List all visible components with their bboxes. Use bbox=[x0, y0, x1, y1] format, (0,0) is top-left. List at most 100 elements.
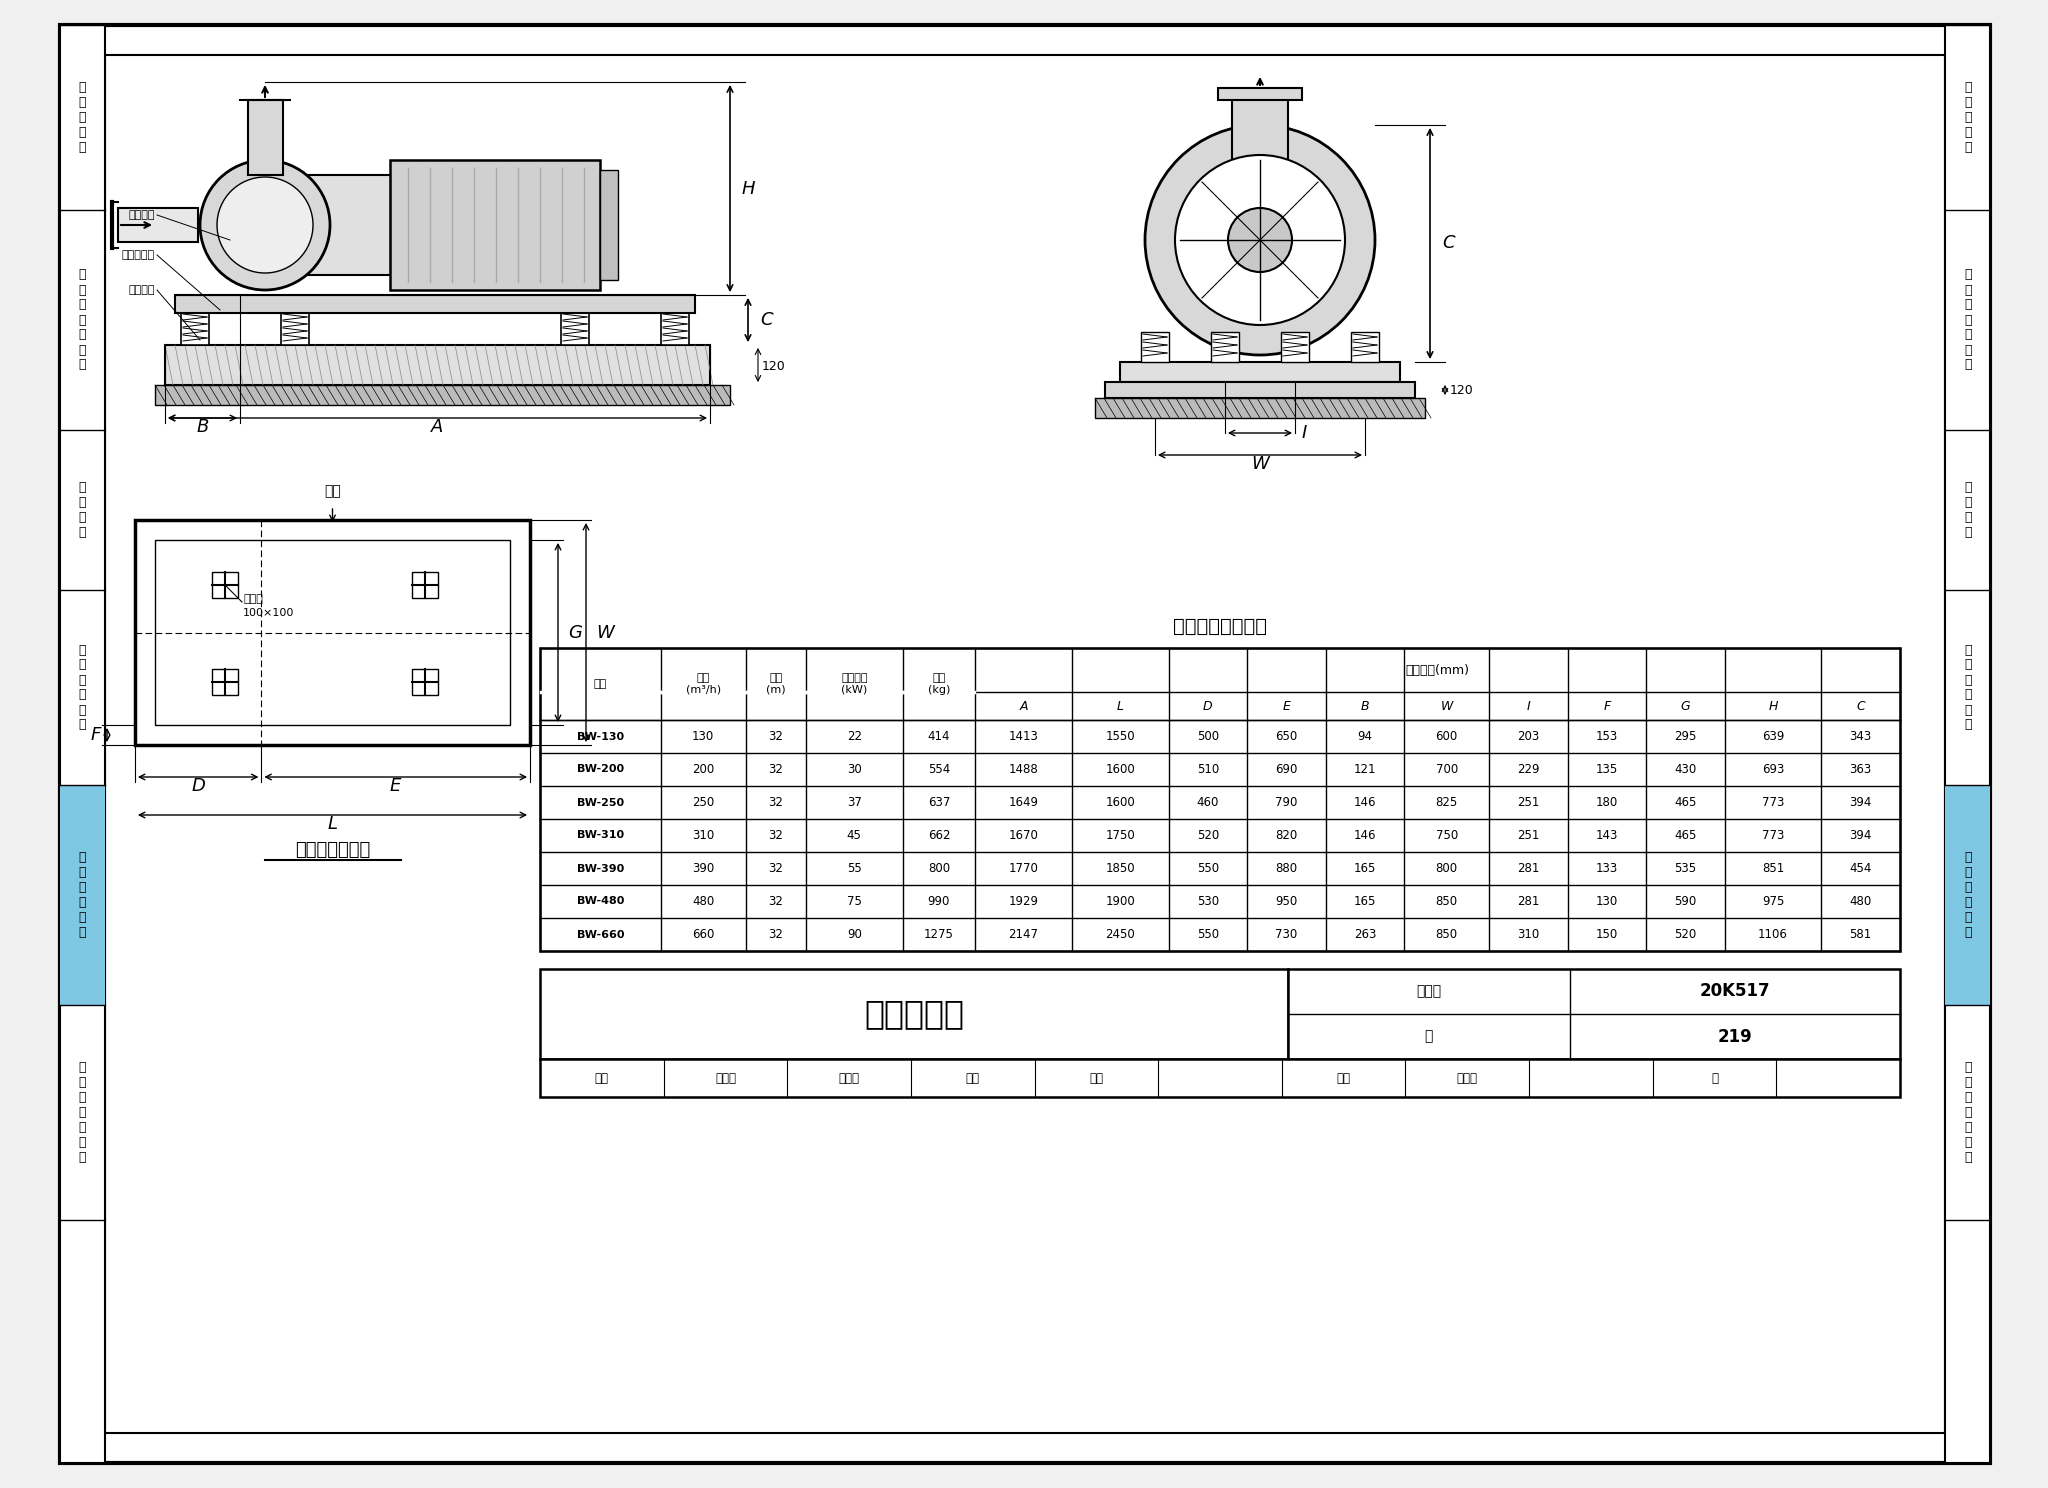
Text: I: I bbox=[1303, 424, 1307, 442]
Text: 1929: 1929 bbox=[1008, 894, 1038, 908]
Text: 430: 430 bbox=[1675, 763, 1696, 777]
Text: 975: 975 bbox=[1761, 894, 1784, 908]
Text: 100×100: 100×100 bbox=[244, 609, 295, 618]
Text: 水
泵
与
冷
却
塔: 水 泵 与 冷 却 塔 bbox=[1964, 851, 1972, 939]
Text: 690: 690 bbox=[1276, 763, 1298, 777]
Text: 990: 990 bbox=[928, 894, 950, 908]
Text: 1275: 1275 bbox=[924, 929, 954, 940]
Text: 394: 394 bbox=[1849, 829, 1872, 842]
Bar bbox=[213, 670, 238, 695]
Text: 581: 581 bbox=[1849, 929, 1872, 940]
Text: 480: 480 bbox=[692, 894, 715, 908]
Text: 660: 660 bbox=[692, 929, 715, 940]
Text: 施
工
安
装
与
调
试: 施 工 安 装 与 调 试 bbox=[1964, 1061, 1972, 1164]
Text: F: F bbox=[90, 726, 100, 744]
Text: 219: 219 bbox=[1718, 1028, 1753, 1046]
Circle shape bbox=[1176, 155, 1346, 324]
Text: C: C bbox=[1855, 699, 1866, 713]
Text: 820: 820 bbox=[1276, 829, 1298, 842]
Text: 590: 590 bbox=[1675, 894, 1696, 908]
Text: 203: 203 bbox=[1518, 731, 1540, 743]
Text: 45: 45 bbox=[848, 829, 862, 842]
Text: 773: 773 bbox=[1761, 796, 1784, 809]
Bar bbox=[541, 969, 1288, 1059]
Text: 120: 120 bbox=[1450, 384, 1475, 396]
Bar bbox=[1096, 397, 1425, 418]
Text: 825: 825 bbox=[1436, 796, 1458, 809]
Text: BW-390: BW-390 bbox=[578, 863, 625, 873]
Bar bbox=[180, 310, 209, 345]
Text: 预留孔: 预留孔 bbox=[244, 594, 262, 604]
Text: 性能参数及尺寸表: 性能参数及尺寸表 bbox=[1174, 616, 1268, 635]
Text: 281: 281 bbox=[1518, 862, 1540, 875]
Text: 90: 90 bbox=[848, 929, 862, 940]
Text: 1649: 1649 bbox=[1008, 796, 1038, 809]
Text: 146: 146 bbox=[1354, 796, 1376, 809]
Bar bbox=[156, 540, 510, 725]
Bar bbox=[412, 571, 438, 598]
Text: 800: 800 bbox=[1436, 862, 1458, 875]
Bar bbox=[1120, 362, 1401, 382]
Text: 135: 135 bbox=[1595, 763, 1618, 777]
Bar bbox=[1210, 332, 1239, 362]
Text: W: W bbox=[1251, 455, 1270, 473]
Text: A: A bbox=[1020, 699, 1028, 713]
Text: L: L bbox=[328, 815, 338, 833]
Text: 693: 693 bbox=[1761, 763, 1784, 777]
Bar bbox=[1280, 332, 1309, 362]
Text: 460: 460 bbox=[1196, 796, 1219, 809]
Text: 500: 500 bbox=[1196, 731, 1219, 743]
Bar bbox=[166, 345, 711, 385]
Bar bbox=[561, 310, 590, 345]
Circle shape bbox=[201, 161, 330, 290]
Text: 32: 32 bbox=[768, 763, 782, 777]
Bar bbox=[1106, 382, 1415, 397]
Bar bbox=[1946, 25, 1991, 1463]
Bar bbox=[1233, 95, 1288, 225]
Bar bbox=[412, 670, 438, 695]
Text: 637: 637 bbox=[928, 796, 950, 809]
Text: 295: 295 bbox=[1673, 731, 1696, 743]
Text: A: A bbox=[432, 418, 444, 436]
Text: E: E bbox=[1282, 699, 1290, 713]
Text: 重量
(kg): 重量 (kg) bbox=[928, 673, 950, 695]
Text: 120: 120 bbox=[762, 360, 786, 373]
Text: 363: 363 bbox=[1849, 763, 1872, 777]
Text: 146: 146 bbox=[1354, 829, 1376, 842]
Text: W: W bbox=[596, 623, 614, 641]
Text: D: D bbox=[190, 777, 205, 795]
Text: 535: 535 bbox=[1675, 862, 1696, 875]
Text: 263: 263 bbox=[1354, 929, 1376, 940]
Text: 32: 32 bbox=[768, 862, 782, 875]
Text: 外形尺寸(mm): 外形尺寸(mm) bbox=[1405, 664, 1470, 677]
Text: 37: 37 bbox=[848, 796, 862, 809]
Text: 480: 480 bbox=[1849, 894, 1872, 908]
Text: 卧式端吸泵: 卧式端吸泵 bbox=[864, 997, 965, 1031]
Text: 电机功率
(kW): 电机功率 (kW) bbox=[842, 673, 868, 695]
Text: 设计: 设计 bbox=[1337, 1071, 1350, 1085]
Bar bbox=[156, 385, 729, 405]
Text: 蓄
冷
控
制
原
理
图: 蓄 冷 控 制 原 理 图 bbox=[1964, 268, 1972, 372]
Bar bbox=[59, 786, 104, 1004]
Text: 800: 800 bbox=[928, 862, 950, 875]
Text: 310: 310 bbox=[692, 829, 715, 842]
Text: 制
冷
换
冷
设
备: 制 冷 换 冷 设 备 bbox=[78, 643, 86, 732]
Text: 200: 200 bbox=[692, 763, 715, 777]
Bar bbox=[248, 100, 283, 176]
Bar bbox=[1219, 88, 1303, 100]
Bar bbox=[104, 55, 1946, 1433]
Text: BW-200: BW-200 bbox=[578, 765, 625, 774]
Text: C: C bbox=[1442, 235, 1454, 253]
Text: 143: 143 bbox=[1595, 829, 1618, 842]
Text: 20K517: 20K517 bbox=[1700, 982, 1769, 1000]
Text: 75: 75 bbox=[848, 894, 862, 908]
Text: 530: 530 bbox=[1196, 894, 1219, 908]
Text: 扬程
(m): 扬程 (m) bbox=[766, 673, 786, 695]
Text: 减振台座平面图: 减振台座平面图 bbox=[295, 841, 371, 859]
Bar bbox=[1352, 332, 1378, 362]
Text: 454: 454 bbox=[1849, 862, 1872, 875]
Text: 180: 180 bbox=[1595, 796, 1618, 809]
Text: 414: 414 bbox=[928, 731, 950, 743]
Text: 950: 950 bbox=[1276, 894, 1298, 908]
Bar bbox=[662, 310, 688, 345]
